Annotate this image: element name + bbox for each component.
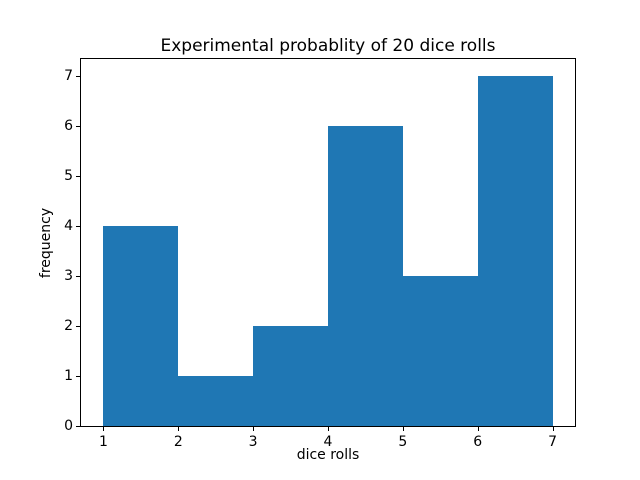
x-tick-label: 6 [473, 434, 483, 450]
histogram-bar [477, 76, 553, 426]
x-tick-label: 3 [248, 434, 258, 450]
chart-title: Experimental probablity of 20 dice rolls [160, 36, 496, 56]
histogram-bar [178, 376, 254, 426]
y-tick-label: 6 [64, 118, 73, 135]
y-tick-mark [76, 276, 80, 278]
y-tick-label: 4 [64, 218, 73, 235]
x-tick-label: 7 [548, 434, 557, 450]
y-tick-label: 5 [64, 168, 73, 185]
x-tick-label: 1 [98, 434, 108, 450]
y-tick-mark [76, 426, 80, 427]
x-tick-label: 4 [323, 434, 333, 450]
y-tick-label: 1 [64, 368, 73, 385]
y-tick-label: 0 [64, 418, 73, 434]
y-tick-mark [76, 326, 80, 328]
y-tick-mark [76, 176, 80, 178]
y-axis-label: frequency [38, 207, 54, 278]
x-tick-mark [103, 427, 105, 431]
x-tick-mark [552, 427, 554, 431]
x-tick-mark [477, 427, 479, 431]
y-tick-mark [76, 76, 80, 78]
y-tick-label: 7 [64, 68, 73, 85]
x-tick-label: 5 [398, 434, 408, 450]
y-tick-mark [76, 126, 80, 128]
x-tick-label: 2 [173, 434, 183, 450]
x-axis-label: dice rolls [296, 447, 360, 463]
y-tick-label: 2 [64, 318, 73, 335]
plot-area: 1 2 3 4 5 6 7 0 1 2 3 4 5 6 7 [64, 58, 576, 450]
x-tick-mark [178, 427, 180, 431]
x-tick-mark [328, 427, 329, 431]
y-tick-label: 3 [64, 268, 73, 285]
histogram-bar [328, 126, 403, 426]
histogram-bar [253, 326, 328, 426]
histogram-bar [402, 276, 478, 426]
y-tick-mark [76, 376, 80, 378]
y-tick-mark [76, 226, 80, 228]
histogram-bar [103, 226, 179, 426]
x-tick-mark [402, 427, 404, 431]
x-tick-mark [253, 427, 255, 431]
y-axis-label-box: frequency [32, 58, 60, 427]
